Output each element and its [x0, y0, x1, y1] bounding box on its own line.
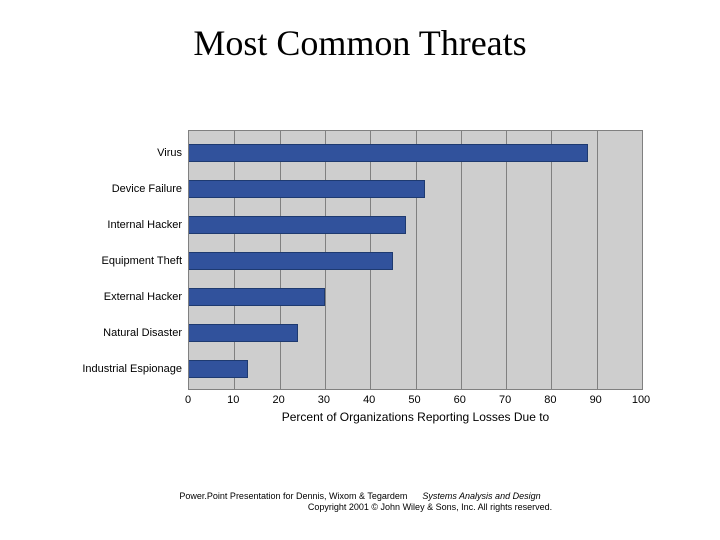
- bar: [189, 180, 425, 198]
- x-tick: 80: [544, 394, 556, 406]
- x-tick: 10: [227, 394, 239, 406]
- footer-text: Power.Point Presentation for Dennis, Wix…: [179, 491, 407, 501]
- threats-bar-chart: Virus Device Failure Internal Hacker Equ…: [70, 130, 650, 430]
- grid-line: [597, 131, 598, 389]
- grid-line: [506, 131, 507, 389]
- x-axis-ticks: 0 10 20 30 40 50 60 70 80 90 100: [188, 392, 643, 408]
- x-tick: 0: [185, 394, 191, 406]
- y-label: Industrial Espionage: [70, 363, 182, 375]
- plot-area: [188, 130, 643, 390]
- bar: [189, 324, 298, 342]
- bar: [189, 144, 588, 162]
- y-label: External Hacker: [70, 291, 182, 303]
- x-tick: 100: [632, 394, 650, 406]
- grid-line: [551, 131, 552, 389]
- x-tick: 30: [318, 394, 330, 406]
- grid-line: [416, 131, 417, 389]
- x-tick: 90: [590, 394, 602, 406]
- grid-line: [461, 131, 462, 389]
- footer-line-1: Power.Point Presentation for Dennis, Wix…: [0, 491, 720, 503]
- bar: [189, 288, 325, 306]
- y-label: Device Failure: [70, 183, 182, 195]
- x-tick: 50: [408, 394, 420, 406]
- footer-line-2: Copyright 2001 © John Wiley & Sons, Inc.…: [0, 502, 720, 514]
- x-tick: 70: [499, 394, 511, 406]
- slide-title: Most Common Threats: [0, 0, 720, 64]
- y-label: Natural Disaster: [70, 327, 182, 339]
- footer: Power.Point Presentation for Dennis, Wix…: [0, 491, 720, 514]
- x-tick: 20: [272, 394, 284, 406]
- y-label: Internal Hacker: [70, 219, 182, 231]
- x-axis-label: Percent of Organizations Reporting Losse…: [188, 410, 643, 424]
- bar: [189, 216, 406, 234]
- bar: [189, 252, 393, 270]
- y-axis-labels: Virus Device Failure Internal Hacker Equ…: [70, 140, 182, 385]
- slide: Most Common Threats Virus Device Failure…: [0, 0, 720, 540]
- y-label: Virus: [70, 147, 182, 159]
- y-label: Equipment Theft: [70, 255, 182, 267]
- footer-text-italic: Systems Analysis and Design: [422, 491, 540, 501]
- x-tick: 40: [363, 394, 375, 406]
- bar: [189, 360, 248, 378]
- x-tick: 60: [454, 394, 466, 406]
